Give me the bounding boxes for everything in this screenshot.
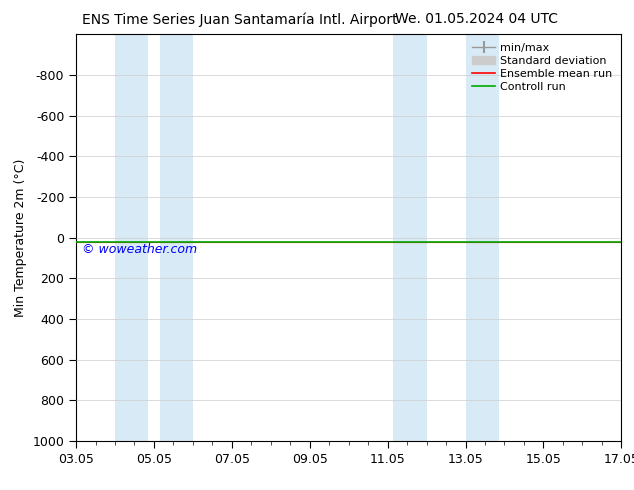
Bar [160,34,193,441]
Bar [465,34,498,441]
Legend: min/max, Standard deviation, Ensemble mean run, Controll run: min/max, Standard deviation, Ensemble me… [469,40,616,95]
Text: © woweather.com: © woweather.com [82,244,197,256]
Bar [115,34,148,441]
Bar [394,34,427,441]
Text: ENS Time Series Juan Santamaría Intl. Airport: ENS Time Series Juan Santamaría Intl. Ai… [82,12,398,27]
Text: We. 01.05.2024 04 UTC: We. 01.05.2024 04 UTC [395,12,558,26]
Y-axis label: Min Temperature 2m (°C): Min Temperature 2m (°C) [14,158,27,317]
